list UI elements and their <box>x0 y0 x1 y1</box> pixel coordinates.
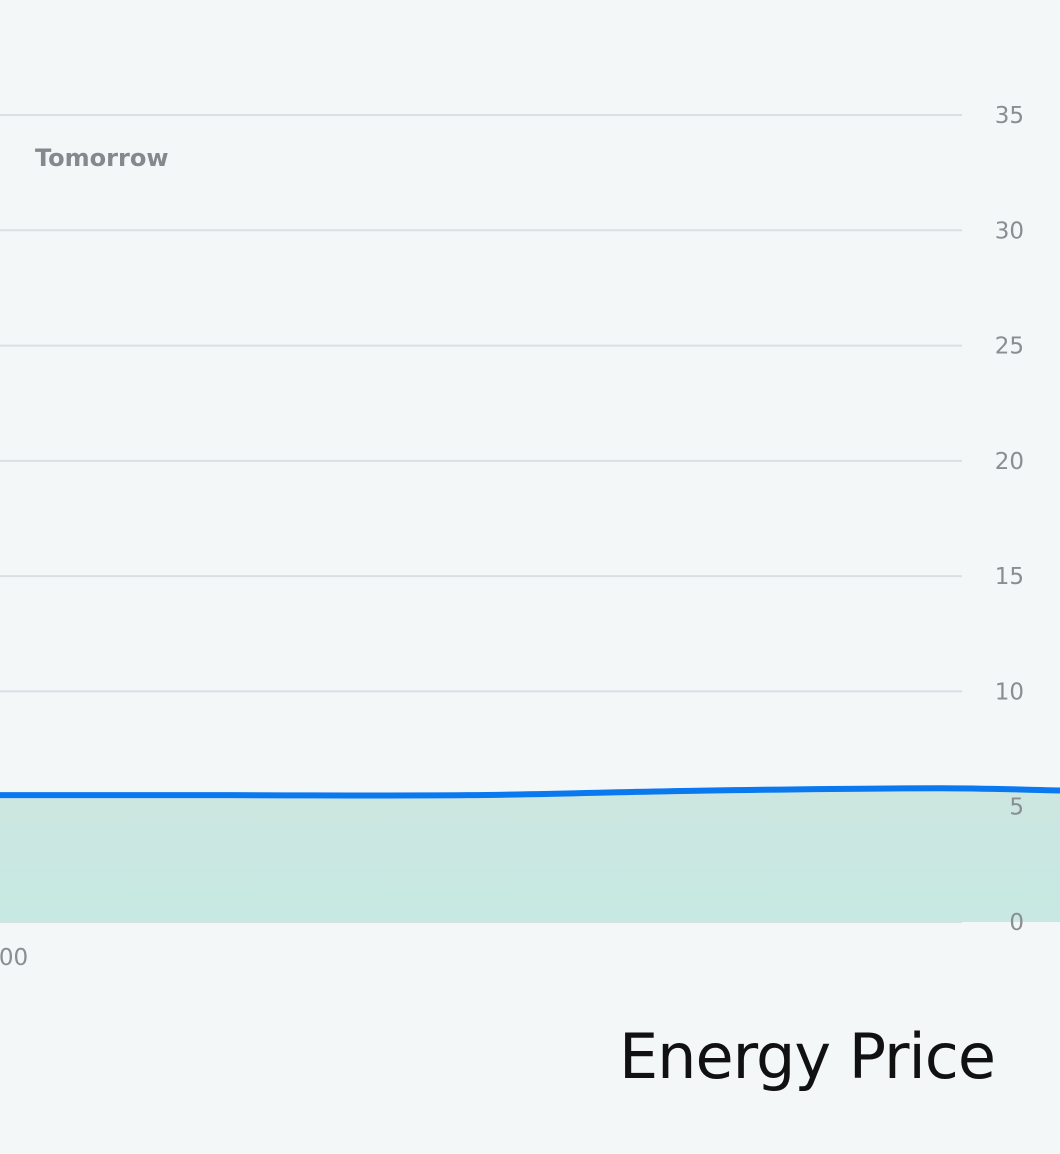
y-tick-label: 35 <box>995 103 1024 129</box>
price-line <box>0 785 1060 799</box>
chart-caption: Energy Price <box>618 1020 996 1093</box>
period-label: Tomorrow <box>35 144 169 172</box>
y-tick-label: 20 <box>995 449 1024 475</box>
y-tick-label: 25 <box>995 334 1024 360</box>
y-tick-label: 30 <box>995 218 1024 244</box>
y-tick-label: 15 <box>995 564 1024 590</box>
y-axis-ticks: 0 5 10 15 20 25 30 35 <box>995 103 1024 936</box>
y-tick-label: 0 <box>1009 910 1024 936</box>
line-layer <box>0 785 1060 799</box>
area-layer <box>0 788 1060 922</box>
y-tick-label: 10 <box>995 679 1024 705</box>
y-tick-label: 5 <box>1009 795 1024 821</box>
x-tick-label: 00:00 <box>0 945 28 971</box>
price-area <box>0 788 1060 922</box>
x-axis-ticks: 00:0006:0012:0018:0000:00 <box>0 945 28 971</box>
